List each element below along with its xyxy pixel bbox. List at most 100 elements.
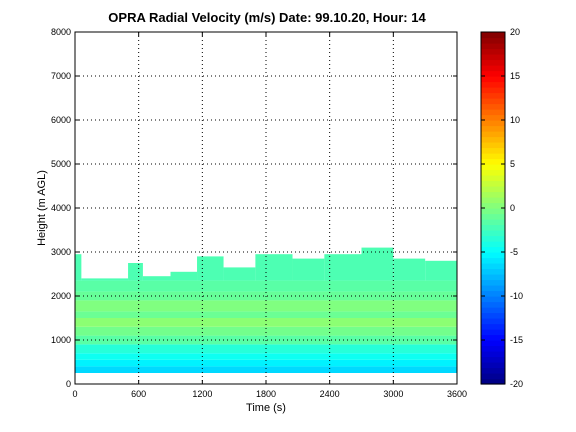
colorbar-swatch	[481, 76, 505, 83]
colorbar-swatch	[481, 147, 505, 154]
x-tick-label: 1200	[192, 389, 212, 399]
colorbar-tick-label: -5	[510, 247, 518, 257]
colorbar-swatch	[481, 263, 505, 270]
colorbar-swatch	[481, 345, 505, 352]
colorbar-swatch	[481, 241, 505, 248]
colorbar-swatch	[481, 373, 505, 380]
x-tick-label: 3000	[383, 389, 403, 399]
colorbar-tick-label: 20	[510, 27, 520, 37]
y-tick-label: 8000	[51, 27, 71, 37]
colorbar-swatch	[481, 329, 505, 336]
colorbar-tick-label: -20	[510, 379, 523, 389]
colorbar-swatch	[481, 279, 505, 286]
colorbar-swatch	[481, 301, 505, 308]
echo-top-segment	[170, 271, 198, 281]
colorbar-swatch	[481, 158, 505, 165]
y-tick-label: 2000	[51, 291, 71, 301]
colorbar-swatch	[481, 334, 505, 341]
x-axis-label: Time (s)	[246, 402, 286, 414]
colorbar-swatch	[481, 120, 505, 127]
colorbar-swatch	[481, 180, 505, 187]
colorbar-swatch	[481, 252, 505, 259]
colorbar-swatch	[481, 290, 505, 297]
colorbar-swatch	[481, 43, 505, 50]
colorbar-swatch	[481, 356, 505, 363]
colorbar-swatch	[481, 367, 505, 374]
y-tick-label: 5000	[51, 159, 71, 169]
colorbar-swatch	[481, 92, 505, 99]
y-tick-label: 3000	[51, 247, 71, 257]
x-tick-label: 2400	[320, 389, 340, 399]
colorbar-swatch	[481, 257, 505, 264]
echo-top-segment	[75, 254, 82, 281]
colorbar-tick-label: 5	[510, 159, 515, 169]
y-tick-label: 7000	[51, 71, 71, 81]
colorbar-ticks: 20 15 10 5 0 -5 -10 -15 -20	[481, 27, 523, 389]
velocity-layer	[75, 366, 457, 373]
x-tick-label: 0	[72, 389, 77, 399]
y-axis: 0 1000 2000 3000 4000 5000 6000 7000 8000	[51, 27, 457, 389]
colorbar-swatch	[481, 103, 505, 110]
y-tick-label: 0	[66, 379, 71, 389]
y-tick-label: 4000	[51, 203, 71, 213]
colorbar-tick-label: 15	[510, 71, 520, 81]
colorbar-swatch	[481, 164, 505, 171]
colorbar-swatch	[481, 125, 505, 132]
colorbar-swatch	[481, 109, 505, 116]
colorbar-tick-label: 10	[510, 115, 520, 125]
colorbar-swatch	[481, 378, 505, 385]
colorbar-swatch	[481, 169, 505, 176]
colorbar-swatch	[481, 136, 505, 143]
velocity-layer	[75, 311, 457, 318]
colorbar-swatch	[481, 32, 505, 39]
y-axis-label: Height (m AGL)	[36, 170, 48, 246]
plot-area	[75, 280, 457, 373]
colorbar-swatch	[481, 197, 505, 204]
y-tick-label: 1000	[51, 335, 71, 345]
colorbar-swatch	[481, 142, 505, 149]
velocity-layer	[75, 326, 457, 336]
colorbar-swatch	[481, 307, 505, 314]
colorbar-swatch	[481, 202, 505, 209]
colorbar-swatch	[481, 213, 505, 220]
colorbar-swatch	[481, 54, 505, 61]
colorbar-swatch	[481, 312, 505, 319]
echo-top-segment	[142, 276, 171, 281]
colorbar-swatch	[481, 131, 505, 138]
y-tick-label: 6000	[51, 115, 71, 125]
colorbar-swatch	[481, 70, 505, 77]
velocity-layer	[75, 300, 457, 312]
colorbar-swatch	[481, 191, 505, 198]
colorbar-swatch	[481, 114, 505, 121]
echo-top-segment	[292, 258, 325, 281]
chart-title: OPRA Radial Velocity (m/s) Date: 99.10.2…	[108, 10, 426, 25]
colorbar-swatch	[481, 340, 505, 347]
colorbar-swatch	[481, 362, 505, 369]
colorbar-swatch	[481, 230, 505, 237]
colorbar-tick-label: 0	[510, 203, 515, 213]
colorbar-tick-label: -10	[510, 291, 523, 301]
echo-top-segment	[81, 278, 129, 281]
colorbar-tick-label: -15	[510, 335, 523, 345]
x-tick-label: 3600	[447, 389, 467, 399]
velocity-layer	[75, 318, 457, 327]
colorbar-swatch	[481, 186, 505, 193]
echo-region	[75, 247, 457, 281]
velocity-layer	[75, 280, 457, 292]
colorbar-swatch	[481, 175, 505, 182]
colorbar-swatch	[481, 274, 505, 281]
colorbar-swatch	[481, 219, 505, 226]
grid-lines	[75, 32, 457, 384]
x-tick-label: 1800	[256, 389, 276, 399]
colorbar-swatch	[481, 235, 505, 242]
x-axis: 0 600 1200 1800 2400 3000 3600	[72, 32, 467, 399]
colorbar-swatch	[481, 268, 505, 275]
colorbar-swatch	[481, 48, 505, 55]
colorbar-swatch	[481, 87, 505, 94]
colorbar-swatch	[481, 351, 505, 358]
colorbar	[480, 31, 506, 385]
echo-top-segment	[393, 258, 426, 281]
colorbar-swatch	[481, 285, 505, 292]
colorbar-swatch	[481, 65, 505, 72]
